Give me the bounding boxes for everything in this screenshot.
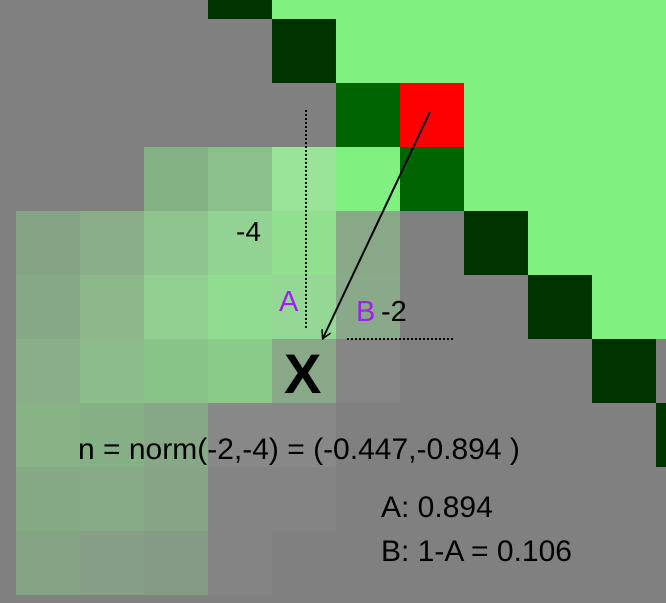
blended-pixel	[16, 211, 80, 275]
label-b: B	[356, 296, 376, 328]
blended-pixel	[80, 403, 144, 467]
edge-pixel-dark	[656, 403, 666, 467]
inside-pixel	[528, 211, 666, 275]
blended-pixel	[16, 275, 80, 339]
blended-pixel	[80, 467, 144, 531]
edge-pixel	[336, 83, 400, 147]
blended-pixel	[80, 275, 144, 339]
blended-pixel	[208, 211, 272, 275]
label-neg2: -2	[381, 296, 407, 328]
edge-pixel-dark	[208, 0, 272, 19]
edge-pixel	[400, 147, 464, 211]
blended-pixel	[144, 275, 208, 339]
inside-pixel	[464, 147, 666, 211]
blended-pixel	[272, 211, 336, 275]
blended-pixel	[80, 531, 144, 595]
label-neg4: -4	[236, 216, 261, 247]
blended-pixel	[272, 275, 336, 339]
blended-pixel	[80, 211, 144, 275]
blended-pixel	[272, 339, 336, 403]
blended-pixel	[16, 339, 80, 403]
blended-pixel	[16, 531, 80, 595]
blended-pixel	[144, 403, 208, 467]
inside-pixel	[592, 275, 666, 339]
inside-pixel	[336, 147, 400, 211]
blended-pixel	[208, 531, 272, 595]
blended-pixel	[144, 467, 208, 531]
blended-pixel	[16, 403, 80, 467]
normal-formula: n = norm(-2,-4) = (-0.447,-0.894 )	[78, 433, 520, 466]
edge-pixel-dark	[592, 339, 656, 403]
edge-pixel-dark	[272, 19, 336, 83]
blended-pixel	[208, 147, 272, 211]
blended-pixel	[272, 467, 336, 531]
blended-pixel	[208, 403, 272, 467]
blended-pixel	[16, 467, 80, 531]
edge-pixel-dark	[464, 211, 528, 275]
blended-pixel	[208, 339, 272, 403]
edge-pixel-dark	[528, 275, 592, 339]
inside-pixel	[464, 83, 666, 147]
source-pixel-red	[400, 83, 464, 147]
blended-pixel	[144, 339, 208, 403]
blended-pixel	[208, 275, 272, 339]
blended-pixel	[144, 211, 208, 275]
blended-pixel	[336, 339, 400, 403]
inside-pixel	[272, 147, 336, 211]
blended-pixel	[208, 467, 272, 531]
normal-arrow	[323, 111, 431, 338]
blended-pixel	[336, 275, 400, 339]
result-a: A: 0.894	[381, 491, 493, 524]
label-a: A	[279, 286, 299, 318]
blended-pixel	[80, 339, 144, 403]
blended-pixel	[272, 403, 336, 467]
inside-pixel	[336, 19, 666, 83]
result-b: B: 1-A = 0.106	[381, 535, 572, 568]
blended-pixel	[144, 531, 208, 595]
target-pixel-x: X	[284, 342, 322, 405]
inside-pixel	[272, 0, 666, 19]
blended-pixel	[144, 147, 208, 211]
